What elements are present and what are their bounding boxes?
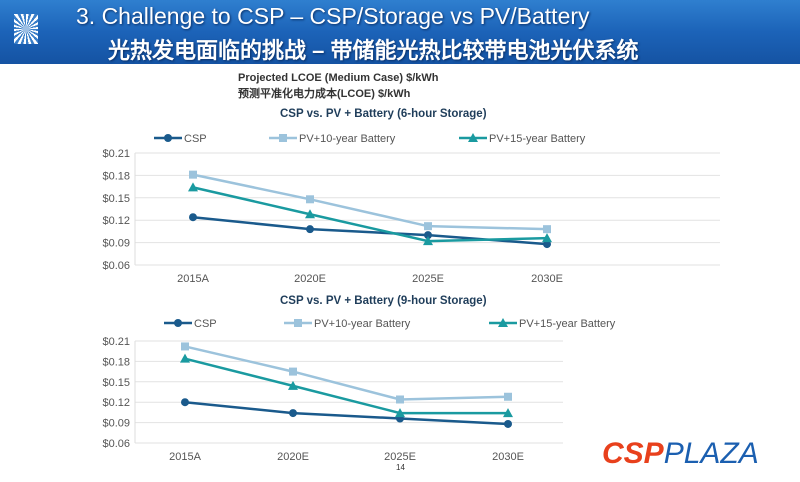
y-tick-label: $0.15 <box>102 377 130 389</box>
data-point <box>189 213 197 222</box>
lcoe-caption-en: Projected LCOE (Medium Case) $/kWh <box>238 72 439 84</box>
y-tick-label: $0.18 <box>102 356 130 368</box>
slide-title: 3. Challenge to CSP – CSP/Storage vs PV/… <box>76 3 590 29</box>
x-tick-label: 2030E <box>531 273 563 285</box>
data-point <box>396 395 404 404</box>
y-tick-label: $0.09 <box>102 418 130 430</box>
data-point <box>395 408 405 418</box>
x-tick-label: 2020E <box>294 273 326 285</box>
legend-marker <box>174 319 182 327</box>
y-tick-label: $0.18 <box>102 170 130 182</box>
legend-label: PV+10-year Battery <box>314 318 411 330</box>
page-number: 14 <box>396 463 405 472</box>
data-point <box>189 170 197 179</box>
data-point <box>288 380 298 390</box>
data-point <box>289 409 297 418</box>
data-point <box>423 236 433 246</box>
data-point <box>306 195 314 204</box>
data-point <box>503 408 513 418</box>
legend-marker <box>279 134 287 142</box>
y-tick-label: $0.12 <box>102 215 130 227</box>
series-line-1 <box>184 345 509 401</box>
series-line-2 <box>192 186 548 243</box>
data-point <box>424 222 432 231</box>
data-point <box>289 367 297 376</box>
x-tick-label: 2020E <box>277 451 309 463</box>
legend-label: PV+15-year Battery <box>489 133 586 145</box>
data-point <box>305 209 315 219</box>
y-tick-label: $0.12 <box>102 397 130 409</box>
legend-marker <box>294 319 302 327</box>
x-tick-label: 2025E <box>412 273 444 285</box>
data-point <box>424 231 432 240</box>
legend-label: CSP <box>194 318 217 330</box>
data-point <box>181 398 189 407</box>
slide-subtitle: 光热发电面临的挑战 – 带储能光热比较带电池光伏系统 <box>108 38 639 63</box>
x-tick-label: 2015A <box>169 451 201 463</box>
series-line-0 <box>184 400 509 426</box>
series-line-2 <box>184 357 508 415</box>
data-point <box>306 225 314 234</box>
data-point <box>504 419 512 428</box>
y-tick-label: $0.21 <box>102 148 130 160</box>
data-point <box>188 182 198 192</box>
legend-marker <box>468 133 478 142</box>
y-tick-label: $0.09 <box>102 238 130 250</box>
legend-label: PV+10-year Battery <box>299 133 396 145</box>
slide-header: 3. Challenge to CSP – CSP/Storage vs PV/… <box>0 0 800 64</box>
y-tick-label: $0.21 <box>102 336 130 348</box>
csp-plaza-logo: CSPPLAZA <box>602 437 759 470</box>
data-point <box>542 233 552 243</box>
series-line-1 <box>192 173 548 231</box>
chart1-title: CSP vs. PV + Battery (6-hour Storage) <box>280 108 487 120</box>
y-tick-label: $0.06 <box>102 438 130 450</box>
legend-label: CSP <box>184 133 207 145</box>
y-tick-label: $0.15 <box>102 193 130 205</box>
lcoe-caption-cn: 预测平准化电力成本(LCOE) $/kWh <box>238 88 411 100</box>
chart2-title: CSP vs. PV + Battery (9-hour Storage) <box>280 295 487 307</box>
data-point <box>180 353 190 363</box>
x-tick-label: 2015A <box>177 273 209 285</box>
legend-marker <box>498 318 508 327</box>
data-point <box>543 225 551 234</box>
y-tick-label: $0.06 <box>102 260 130 272</box>
data-point <box>504 392 512 401</box>
x-tick-label: 2030E <box>492 451 524 463</box>
sun-logo-icon <box>14 14 38 44</box>
x-tick-label: 2025E <box>384 451 416 463</box>
data-point <box>181 342 189 351</box>
legend-marker <box>164 134 172 142</box>
legend-label: PV+15-year Battery <box>519 318 616 330</box>
